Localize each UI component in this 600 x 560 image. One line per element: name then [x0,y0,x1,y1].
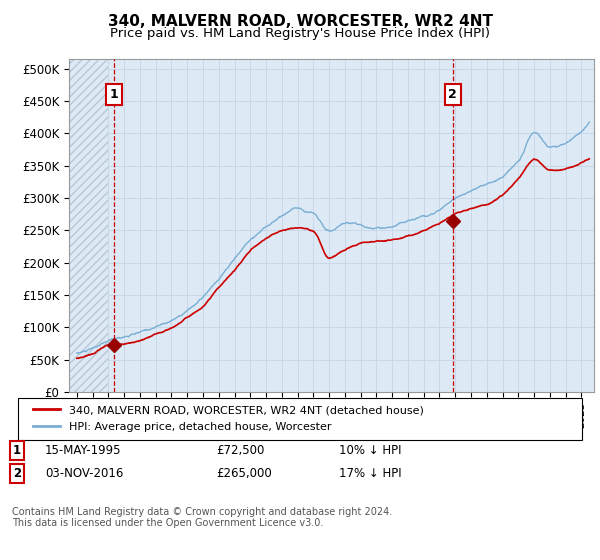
Text: 2: 2 [13,466,21,480]
Text: £265,000: £265,000 [216,466,272,480]
Text: Price paid vs. HM Land Registry's House Price Index (HPI): Price paid vs. HM Land Registry's House … [110,27,490,40]
Bar [69,59,109,392]
Text: 17% ↓ HPI: 17% ↓ HPI [339,466,401,480]
Text: 1: 1 [13,444,21,458]
Text: Contains HM Land Registry data © Crown copyright and database right 2024.
This d: Contains HM Land Registry data © Crown c… [12,507,392,529]
Text: 10% ↓ HPI: 10% ↓ HPI [339,444,401,458]
FancyBboxPatch shape [18,398,582,440]
Text: 15-MAY-1995: 15-MAY-1995 [45,444,121,458]
Text: 03-NOV-2016: 03-NOV-2016 [45,466,124,480]
Text: 1: 1 [110,88,119,101]
Text: 2: 2 [448,88,457,101]
Legend: 340, MALVERN ROAD, WORCESTER, WR2 4NT (detached house), HPI: Average price, deta: 340, MALVERN ROAD, WORCESTER, WR2 4NT (d… [29,402,427,436]
Text: £72,500: £72,500 [216,444,265,458]
Text: 340, MALVERN ROAD, WORCESTER, WR2 4NT: 340, MALVERN ROAD, WORCESTER, WR2 4NT [107,14,493,29]
